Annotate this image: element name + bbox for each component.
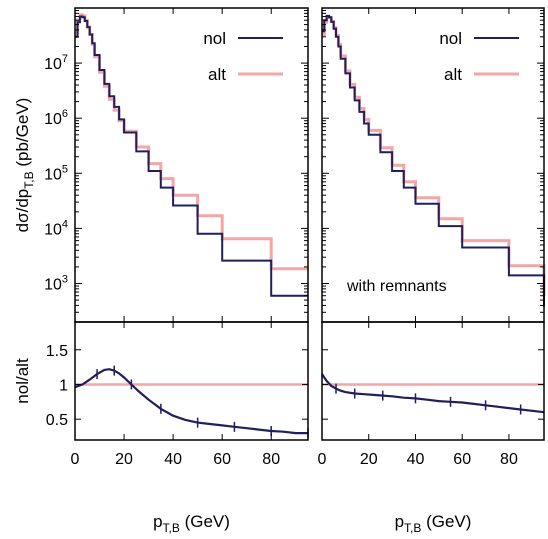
y-tick-base: 10 <box>44 221 62 238</box>
legend-label-nol: nol <box>439 29 462 48</box>
y-tick-label: 105 <box>44 163 68 183</box>
y-tick-label: 104 <box>44 218 68 238</box>
y-axis-label-main: dσ/dp <box>13 189 32 233</box>
y-tick-label: 106 <box>44 108 68 128</box>
x-tick-label: 60 <box>453 451 471 468</box>
panel-1 <box>74 13 309 439</box>
series-alt-histogram <box>322 15 546 296</box>
x-tick-label: 80 <box>262 451 280 468</box>
y-tick-exponent: 7 <box>62 53 68 65</box>
x-axis-label: pT,B (GeV) <box>395 512 472 534</box>
ratio-y-tick-label: 0.5 <box>46 412 68 429</box>
y-tick-exponent: 4 <box>62 218 68 230</box>
y-axis-label-subscript: T,B <box>22 171 36 188</box>
y-axis-label: dσ/dpT,B (pb/GeV) <box>13 98 36 233</box>
ratio-y-axis-label: nol/alt <box>13 358 32 404</box>
legend-label-alt: alt <box>208 65 226 84</box>
y-axis-label-unit: (pb/GeV) <box>13 98 32 172</box>
panel-annotation: with remnants <box>346 278 447 295</box>
y-tick-exponent: 3 <box>62 273 68 285</box>
ratio-curve <box>74 368 308 435</box>
x-tick-label: 60 <box>213 451 231 468</box>
y-tick-exponent: 6 <box>62 108 68 120</box>
ratio-y-tick-label: 1 <box>59 377 68 394</box>
x-axis-label-subscript: T,B <box>163 521 180 534</box>
x-tick-label: 40 <box>164 451 182 468</box>
legend-label-alt: alt <box>444 65 462 84</box>
y-tick-base: 10 <box>44 276 62 293</box>
ratio-plot-frame <box>321 321 545 441</box>
series-nol-histogram <box>75 15 308 297</box>
x-axis-label-main: p <box>395 512 404 531</box>
ratio-curve <box>321 373 545 414</box>
series-alt-histogram <box>75 13 308 271</box>
ratio-y-tick-label: 1.5 <box>46 343 68 360</box>
y-tick-label: 107 <box>44 53 68 73</box>
x-tick-label: 0 <box>318 451 327 468</box>
x-tick-label: 0 <box>71 451 80 468</box>
x-axis-label-unit: (GeV) <box>180 512 230 531</box>
x-axis-label: pT,B (GeV) <box>153 512 230 534</box>
series-nol-histogram <box>322 14 545 307</box>
x-tick-label: 80 <box>500 451 518 468</box>
y-tick-exponent: 5 <box>62 163 68 175</box>
y-tick-label: 103 <box>44 273 68 293</box>
y-tick-base: 10 <box>44 111 62 128</box>
x-axis-label-subscript: T,B <box>404 521 421 534</box>
panel-2 <box>321 14 546 415</box>
legend-label-nol: nol <box>203 29 226 48</box>
y-tick-base: 10 <box>44 56 62 73</box>
main-plot-frame <box>74 7 309 323</box>
y-tick-base: 10 <box>44 166 62 183</box>
x-axis-label-unit: (GeV) <box>421 512 471 531</box>
x-tick-label: 40 <box>407 451 425 468</box>
x-tick-label: 20 <box>115 451 133 468</box>
x-tick-label: 20 <box>360 451 378 468</box>
x-axis-label-main: p <box>153 512 162 531</box>
ratio-plot-frame <box>74 321 309 441</box>
